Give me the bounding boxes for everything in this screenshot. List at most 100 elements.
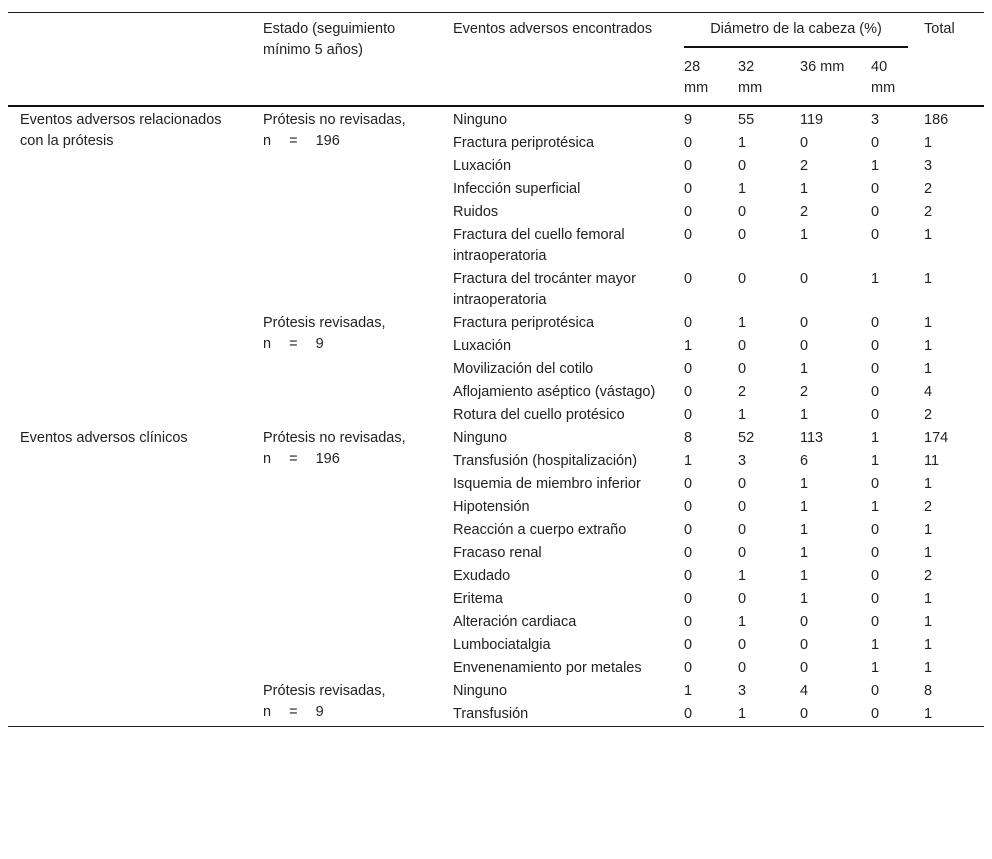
header-group [8, 13, 251, 107]
value-cell: 0 [684, 135, 693, 151]
total-cell: 1 [924, 660, 933, 676]
total-cell: 2 [924, 181, 933, 197]
value-cell: 1 [800, 499, 809, 515]
value-cell: 1 [871, 499, 880, 515]
status-label: Prótesis no revisadas, [263, 112, 406, 128]
value-cell: 0 [684, 407, 693, 423]
table-row: Exudado 0 1 1 0 2 [8, 565, 984, 588]
total-cell: 4 [924, 384, 933, 400]
value-cell: 1 [800, 407, 809, 423]
value-cell: 9 [684, 112, 693, 128]
header-diameter-label: Diámetro de la cabeza (%) [684, 19, 909, 48]
status-cell: Prótesis no revisadas, n = 196 [251, 106, 441, 312]
adverse-events-table: Estado (seguimiento mínimo 5 años) Event… [8, 12, 985, 727]
value-cell: 0 [738, 361, 747, 377]
total-cell: 1 [924, 315, 933, 331]
value-cell: 0 [738, 204, 747, 220]
value-cell: 1 [738, 315, 747, 331]
value-cell: 2 [800, 158, 809, 174]
value-cell: 8 [684, 430, 693, 446]
value-cell: 0 [871, 545, 880, 561]
table-row: Movilización del cotilo 0 0 1 0 1 [8, 358, 984, 381]
table-row: Eventos adversos clínicos Prótesis no rev… [8, 427, 984, 467]
value-cell: 0 [684, 660, 693, 676]
table-row: Infección superficial 0 1 1 0 2 [8, 178, 984, 201]
total-cell: 186 [924, 112, 949, 128]
value-cell: 0 [871, 683, 880, 699]
value-cell: 3 [738, 683, 747, 699]
total-cell: 1 [924, 227, 933, 243]
value-cell: 0 [871, 568, 880, 584]
header-diameter: Diámetro de la cabeza (%) [672, 13, 912, 54]
value-cell: 1 [800, 522, 809, 538]
event-cell: Exudado [453, 568, 511, 584]
header-diameter-32: 32 mm [738, 59, 763, 96]
status-cell: Prótesis revisadas, n = 9 [251, 680, 441, 727]
value-cell: 1 [871, 158, 880, 174]
value-cell: 0 [684, 476, 693, 492]
table-row: Fracaso renal 0 0 1 0 1 [8, 542, 984, 565]
value-cell: 0 [800, 637, 809, 653]
event-cell: Hipotensión [453, 499, 530, 515]
total-cell: 1 [924, 591, 933, 607]
table-row: Transfusión (hospitalización) 1 3 6 1 11 [8, 450, 984, 473]
event-cell: Fractura periprotésica [453, 135, 595, 151]
table-row: Lumbociatalgia 0 0 0 1 1 [8, 634, 984, 657]
value-cell: 1 [871, 271, 880, 287]
total-cell: 1 [924, 545, 933, 561]
value-cell: 1 [738, 568, 747, 584]
table-row: Reacción a cuerpo extraño 0 0 1 0 1 [8, 519, 984, 542]
header-diameter-36: 36 mm [800, 59, 845, 75]
section-label: Eventos adversos relacionados con la pró… [20, 112, 222, 149]
status-cell: Prótesis revisadas, n = 9 [251, 312, 441, 427]
value-cell: 0 [871, 315, 880, 331]
table-body: Eventos adversos relacionados con la pró… [8, 106, 985, 727]
event-cell: Alteración cardiaca [453, 614, 577, 630]
event-cell: Transfusión (hospitalización) [453, 453, 638, 469]
header-diameter-28: 28 mm [684, 59, 709, 96]
total-cell: 1 [924, 338, 933, 354]
value-cell: 1 [871, 453, 880, 469]
value-cell: 0 [738, 637, 747, 653]
value-cell: 0 [800, 660, 809, 676]
value-cell: 0 [684, 204, 693, 220]
event-cell: Transfusión [453, 706, 529, 722]
event-cell: Fractura del cuello femoral intraoperato… [453, 227, 625, 264]
value-cell: 0 [738, 522, 747, 538]
status-label: Prótesis revisadas, [263, 683, 386, 699]
status-label: Prótesis no revisadas, [263, 430, 406, 446]
table-row: Hipotensión 0 0 1 1 2 [8, 496, 984, 519]
value-cell: 0 [871, 361, 880, 377]
table-row: Prótesis revisadas, n = 9 Ninguno 1 3 4 0 8 [8, 680, 984, 720]
total-cell: 1 [924, 706, 933, 722]
value-cell: 1 [800, 591, 809, 607]
value-cell: 0 [738, 158, 747, 174]
value-cell: 0 [738, 476, 747, 492]
total-cell: 1 [924, 614, 933, 630]
value-cell: 0 [871, 407, 880, 423]
value-cell: 0 [684, 158, 693, 174]
value-cell: 1 [800, 568, 809, 584]
value-cell: 0 [871, 476, 880, 492]
table-row: Prótesis revisadas, n = 9 Fractura peripro… [8, 312, 984, 352]
value-cell: 0 [684, 315, 693, 331]
event-cell: Lumbociatalgia [453, 637, 551, 653]
total-cell: 1 [924, 361, 933, 377]
table-row: Isquemia de miembro inferior 0 0 1 0 1 [8, 473, 984, 496]
event-cell: Movilización del cotilo [453, 361, 594, 377]
event-cell: Reacción a cuerpo extraño [453, 522, 627, 538]
value-cell: 0 [800, 135, 809, 151]
table-row: Luxación 1 0 0 0 1 [8, 335, 984, 358]
value-cell: 0 [738, 338, 747, 354]
event-cell: Isquemia de miembro inferior [453, 476, 641, 492]
value-cell: 0 [684, 271, 693, 287]
value-cell: 4 [800, 683, 809, 699]
value-cell: 1 [738, 181, 747, 197]
value-cell: 1 [800, 361, 809, 377]
value-cell: 0 [871, 227, 880, 243]
event-cell: Fractura del trocánter mayor intraoperat… [453, 271, 636, 308]
status-count: n = 9 [263, 336, 324, 352]
value-cell: 0 [684, 181, 693, 197]
value-cell: 0 [738, 660, 747, 676]
value-cell: 0 [738, 591, 747, 607]
